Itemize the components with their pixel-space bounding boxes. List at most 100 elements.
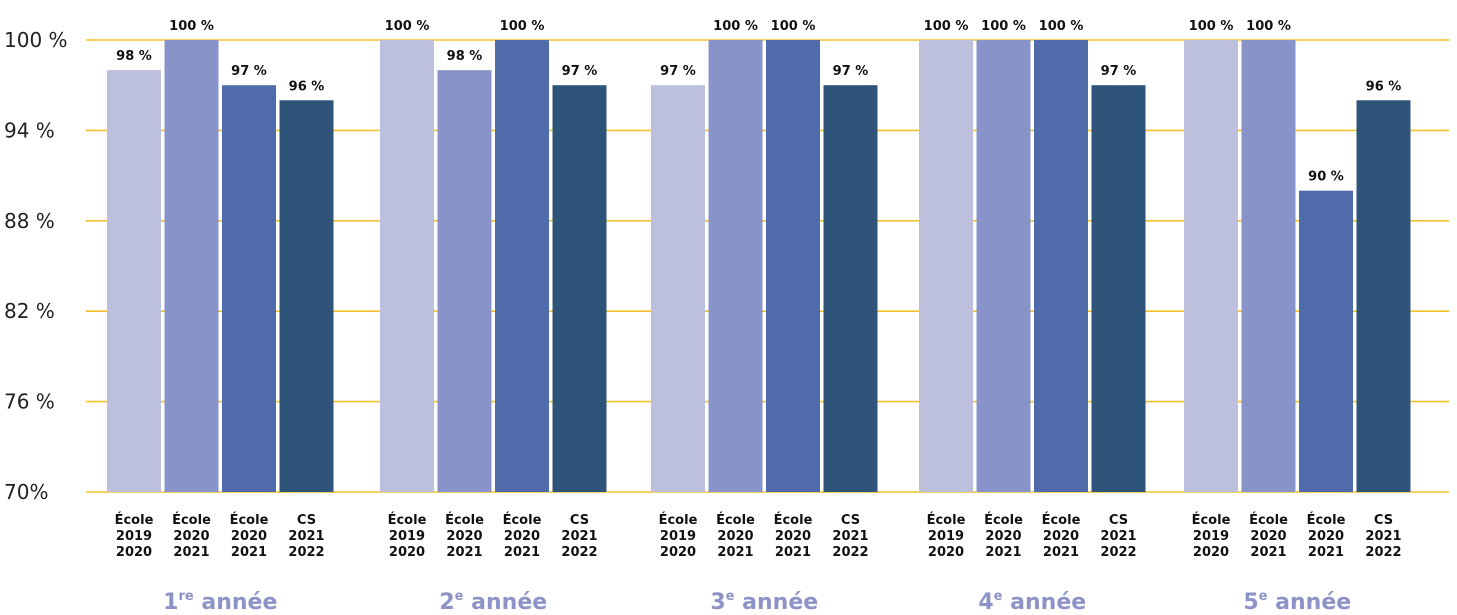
x-tick-label-line: 2020: [1250, 529, 1286, 544]
category-suffix: année: [734, 590, 818, 615]
data-label: 98 %: [447, 49, 483, 64]
x-tick-label-line: 2021: [775, 545, 811, 560]
bar: [222, 85, 276, 492]
x-tick-label-line: 2021: [288, 529, 324, 544]
bar: [279, 100, 334, 493]
y-tick-label: 88 %: [4, 209, 55, 233]
x-tick-label-line: 2021: [561, 529, 597, 544]
bar: [552, 85, 607, 492]
x-tick-label-line: CS: [570, 513, 589, 528]
x-tick-label-line: 2020: [775, 529, 811, 544]
bar: [919, 40, 973, 492]
x-tick-label-line: 2019: [928, 529, 964, 544]
x-tick-label-line: 2021: [231, 545, 267, 560]
data-label: 98 %: [116, 49, 152, 64]
x-tick-label: École 2020 2021: [716, 512, 755, 560]
category-suffix: année: [194, 590, 278, 615]
category-label: 4e année: [978, 589, 1086, 615]
x-tick-label: CS 2021 2022: [1100, 513, 1136, 560]
category-ordinal: e: [1259, 589, 1268, 604]
data-label: 100 %: [500, 19, 545, 34]
x-tick-label-line: École: [984, 512, 1023, 528]
x-tick-label-line: École: [445, 512, 484, 528]
x-tick-label-line: 2020: [504, 529, 540, 544]
x-tick-label-line: 2020: [389, 545, 425, 560]
x-tick-label-line: 2022: [288, 545, 324, 560]
category-number: 4: [978, 590, 993, 615]
bar: [380, 40, 434, 492]
x-tick-label-line: École: [774, 512, 813, 528]
y-axis-ticks: 70% 76 % 82 % 88 % 94 % 100 %: [4, 28, 68, 504]
data-label: 97 %: [231, 64, 267, 79]
x-tick-label-line: 2020: [717, 529, 753, 544]
x-tick-label-line: École: [503, 512, 542, 528]
x-tick-label: CS 2021 2022: [832, 513, 868, 560]
category-ordinal: re: [178, 589, 193, 604]
y-tick-label: 94 %: [4, 118, 55, 142]
x-tick-label: École 2020 2021: [984, 512, 1023, 560]
x-tick-label-line: École: [230, 512, 269, 528]
bar: [1034, 40, 1088, 492]
bar: [1299, 190, 1353, 492]
category-ordinal: e: [455, 589, 464, 604]
x-tick-label: École 2020 2021: [1042, 512, 1081, 560]
data-label: 100 %: [385, 19, 430, 34]
x-tick-label-line: École: [927, 512, 966, 528]
category-ordinal: e: [994, 589, 1003, 604]
category-ordinal: e: [726, 589, 735, 604]
data-label: 96 %: [1366, 79, 1402, 94]
x-tick-label-line: 2021: [1365, 529, 1401, 544]
bar: [976, 40, 1031, 492]
x-tick-label-line: 2020: [1308, 529, 1344, 544]
x-tick-label-line: 2022: [832, 545, 868, 560]
x-tick-label-line: 2021: [717, 545, 753, 560]
data-label: 97 %: [1101, 64, 1137, 79]
x-tick-label-line: CS: [1374, 513, 1393, 528]
category-number: 2: [439, 590, 454, 615]
x-tick-label-line: 2021: [1100, 529, 1136, 544]
bar: [437, 70, 492, 492]
data-label: 100 %: [981, 19, 1026, 34]
data-labels: 98 % 100 % 97 % 96 % 100 % 98 % 100 % 97 % 97 % 1…: [116, 19, 1401, 185]
x-tick-label-line: 2020: [231, 529, 267, 544]
x-tick-label-line: 2019: [389, 529, 425, 544]
category-suffix: année: [1002, 590, 1086, 615]
x-tick-label-line: 2021: [504, 545, 540, 560]
data-label: 100 %: [1039, 19, 1084, 34]
x-tick-label-line: École: [1192, 512, 1231, 528]
x-tick-label-line: 2020: [985, 529, 1021, 544]
bar: [823, 85, 878, 492]
x-tick-label: École 2020 2021: [1307, 512, 1346, 560]
x-tick-label-line: 2022: [1365, 545, 1401, 560]
data-label: 90 %: [1308, 170, 1344, 185]
category-suffix: année: [1267, 590, 1351, 615]
x-tick-label: École 2020 2021: [774, 512, 813, 560]
data-label: 100 %: [169, 19, 214, 34]
data-label: 100 %: [1189, 19, 1234, 34]
x-tick-label: École 2020 2021: [172, 512, 211, 560]
x-tick-label: École 2020 2021: [1249, 512, 1288, 560]
category-label: 5e année: [1243, 589, 1351, 615]
x-tick-label: École 2019 2020: [659, 512, 698, 560]
bars: [107, 40, 1411, 493]
x-tick-label-line: École: [172, 512, 211, 528]
x-tick-label-line: 2021: [1250, 545, 1286, 560]
x-tick-label-line: 2021: [173, 545, 209, 560]
x-tick-label-line: 2020: [660, 545, 696, 560]
bar: [1091, 85, 1146, 492]
data-label: 100 %: [771, 19, 816, 34]
category-number: 3: [710, 590, 725, 615]
x-tick-label-line: 2021: [1043, 545, 1079, 560]
x-tick-label-line: 2020: [1043, 529, 1079, 544]
category-number: 1: [163, 590, 178, 615]
x-tick-label-line: CS: [1109, 513, 1128, 528]
bar: [766, 40, 820, 492]
data-label: 97 %: [562, 64, 598, 79]
x-tick-label-line: École: [115, 512, 154, 528]
bar: [651, 85, 705, 492]
y-tick-label: 100 %: [4, 28, 68, 52]
x-tick-label: École 2019 2020: [388, 512, 427, 560]
x-tick-label-line: 2021: [446, 545, 482, 560]
